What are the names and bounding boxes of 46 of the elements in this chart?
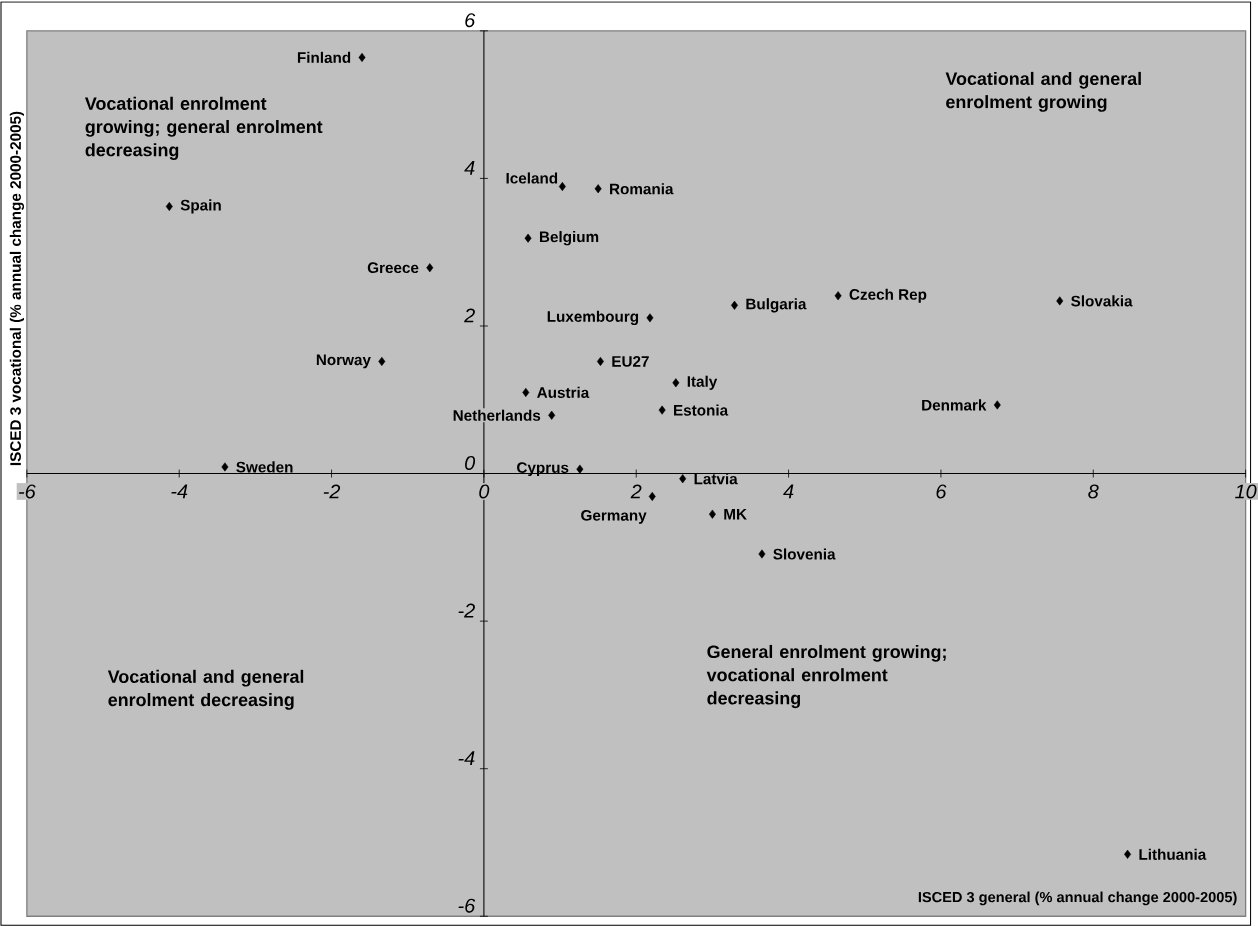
series-label: Norway [316, 354, 371, 369]
x-tick-label: 6 [936, 484, 947, 499]
series-label: Netherlands [453, 409, 541, 421]
series-label: Austria [537, 386, 590, 398]
series-label: Luxembourg [547, 310, 639, 325]
y-tick-label: -6 [458, 898, 476, 913]
series-label: Lithuania [1139, 848, 1207, 860]
series-label: Finland [297, 51, 351, 63]
series-label: Belgium [539, 230, 599, 246]
x-tick-label: 0 [479, 484, 490, 499]
annotation: Vocational and general enrolment growing [945, 71, 1141, 112]
series-label: Bulgaria [746, 298, 807, 313]
annotation: Vocational and general enrolment decreasing [107, 669, 304, 710]
x-tick-label: -4 [171, 484, 188, 499]
annotation: Vocational enrolment growing; general enrolment decreasing [84, 96, 323, 160]
series-label: Denmark [922, 399, 987, 411]
series-label: Italy [687, 375, 718, 390]
series-label: Spain [180, 199, 221, 214]
series-label: Estonia [674, 404, 729, 416]
series-label: MK [724, 508, 747, 520]
series-label: EU27 [612, 355, 649, 367]
series-label: Slovakia [1071, 295, 1133, 307]
y-tick-label: 0 [465, 455, 476, 470]
y-tick-label: 4 [464, 160, 475, 175]
x-tick-label: 4 [783, 484, 794, 499]
series-label: Greece [367, 262, 419, 273]
x-tick-label: 2 [630, 484, 642, 499]
x-tick-label: -6 [19, 484, 36, 499]
series-label: Germany [581, 509, 647, 524]
x-tick-label: 10 [1235, 484, 1257, 499]
series-label: Latvia [694, 473, 738, 485]
x-axis-title: ISCED 3 general (% annual change 2000-2005) [918, 891, 1237, 906]
series-label: Czech Rep [849, 288, 927, 303]
y-tick-label: 2 [464, 308, 475, 323]
series-label: Slovenia [773, 548, 836, 560]
series-label: Iceland [506, 172, 558, 184]
legend-label: Cyprus [517, 462, 569, 476]
y-tick-label: -2 [458, 603, 475, 618]
annotation: General enrolment growing; vocational enrolment decreasing [706, 644, 946, 709]
series-label: Romania [610, 183, 674, 195]
x-tick-label: 8 [1088, 484, 1099, 499]
x-tick-label: -2 [323, 484, 341, 499]
y-tick-label: -4 [458, 751, 475, 765]
y-tick-label: 6 [465, 13, 476, 28]
series-label: Sweden [236, 461, 293, 473]
y-axis-title: ISCED 3 vocational (% annual change 2000-2005) [9, 111, 25, 465]
